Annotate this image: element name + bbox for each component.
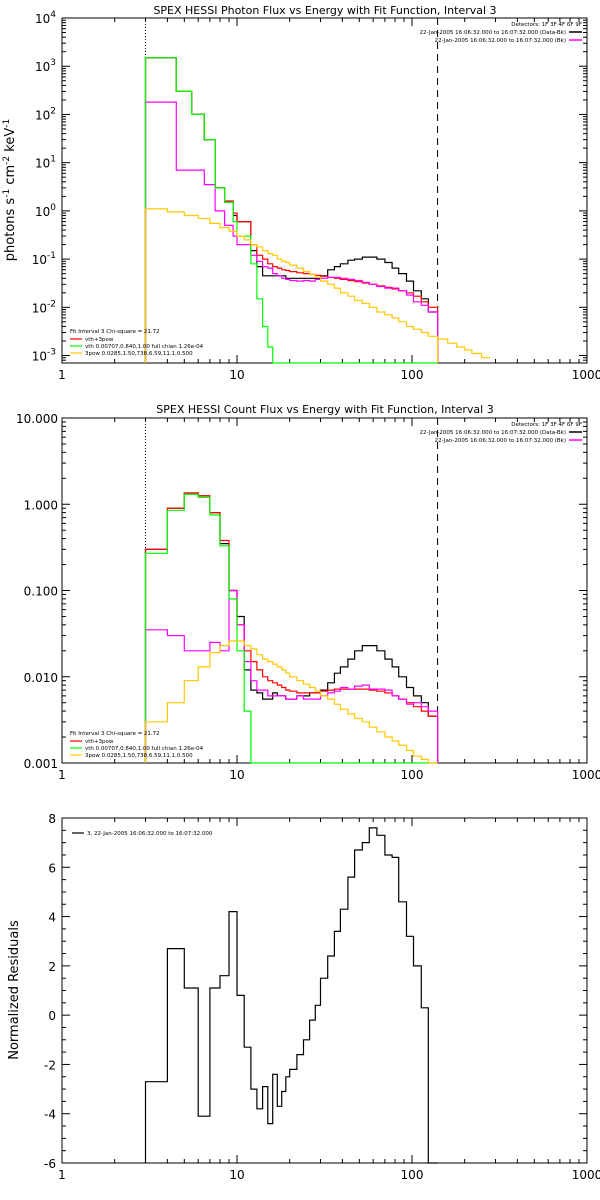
residuals-series-black [144,827,438,1164]
photon-axis-ticks: 1 10 100 1000 10-3 10-2 10-1 100 101 102 103 104 [32,10,600,382]
photon-x-tick-label: 1 [58,368,66,382]
count-series-magenta [144,589,439,763]
count-header: Detectors: 1F 3F 4F 6F 9F 22-Jan-2005 16… [420,422,582,444]
residuals-y-tick-label: -2 [44,1058,56,1072]
residuals-series [144,827,438,1164]
photon-detectors-text: Detectors: 1F 3F 4F 6F 9F [511,22,582,28]
count-legend-label-1: vth+3pow [85,739,114,745]
residuals-y-axis-label: Normalized Residuals [7,920,22,1060]
photon-flux-panel: SPEX HESSI Photon Flux vs Energy with Fi… [2,4,600,382]
residuals-y-tick-label: 0 [48,1009,56,1023]
photon-header-bk: 22-Jan-2005 16:06:32.000 to 16:07:32.000… [435,38,566,44]
photon-header-data-bk: 22-Jan-2005 16:06:32.000 to 16:07:32.000… [420,30,566,36]
residuals-x-tick-label: 1 [58,1168,66,1182]
count-y-tick-label: 10.000 [16,412,58,426]
residuals-x-tick-label: 10 [229,1168,244,1182]
photon-y-tick-label: 10-1 [32,251,56,267]
count-series-green [144,493,438,764]
count-series-black [144,492,439,763]
residuals-y-tick-label: -4 [44,1108,56,1122]
count-plot-frame [61,417,588,764]
photon-y-tick-label: 104 [35,10,56,26]
residuals-x-tick-label: 1000 [572,1168,600,1182]
count-legend-label-2: vth 0.00707,0.840,1.00 full chian 1.26e-… [85,746,204,752]
count-panel-title: SPEX HESSI Count Flux vs Energy with Fit… [156,403,493,416]
residuals-y-tick-label: 4 [48,911,56,925]
count-x-tick-label: 1 [58,768,66,782]
photon-y-tick-label: 10-3 [32,348,56,364]
count-series [144,492,439,764]
count-legend-label-3: 3pow 0.0285,1.50,738,6.59,11.1,0.500 [85,753,193,759]
count-marker-lines [144,418,439,763]
photon-y-tick-label: 102 [35,106,56,122]
residuals-y-tick-label: -6 [44,1157,56,1171]
residuals-axis-ticks: 1 10 100 1000 -6 -4 -2 0 2 4 6 8 [44,812,600,1182]
photon-x-tick-label: 1000 [572,368,600,382]
photon-y-tick-label: 101 [35,155,56,171]
photon-plot-frame [61,17,588,364]
count-legend: Fit Interval 3 Chi-square = 21.72 vth+3p… [70,731,204,759]
residuals-plot-frame [61,817,588,1164]
count-legend-title: Fit Interval 3 Chi-square = 21.72 [70,731,160,737]
photon-legend-label-1: vth+3pow [85,337,114,343]
photon-series-green [144,57,438,364]
photon-series-magenta [144,101,439,363]
count-x-tick-label: 100 [401,768,424,782]
photon-x-tick-label: 100 [401,368,424,382]
photon-series-yellow [144,208,439,363]
residuals-y-tick-label: 6 [48,861,56,875]
photon-series-black [144,57,439,363]
count-series-yellow [144,640,438,764]
residuals-legend-label: 3, 22-Jan-2005 16:06:32.000 to 16:07:32.… [87,831,213,837]
residuals-legend: 3, 22-Jan-2005 16:06:32.000 to 16:07:32.… [72,831,213,837]
photon-legend: Fit Interval 3 Chi-square = 21.72 vth+3p… [70,329,204,357]
photon-series [144,57,491,364]
count-y-tick-label: 1.000 [24,498,58,512]
residuals-x-tick-label: 100 [401,1168,424,1182]
count-flux-panel: SPEX HESSI Count Flux vs Energy with Fit… [16,403,600,782]
photon-y-tick-label: 103 [35,58,56,74]
count-detectors-text: Detectors: 1F 3F 4F 6F 9F [511,422,582,428]
residuals-y-tick-label: 2 [48,960,56,974]
residuals-y-tick-label: 8 [48,812,56,826]
photon-panel-title: SPEX HESSI Photon Flux vs Energy with Fi… [153,4,496,17]
count-y-tick-label: 0.010 [24,671,58,685]
count-x-tick-label: 1000 [572,768,600,782]
count-axis-ticks: 1 10 100 1000 0.001 0.010 0.100 1.000 10.000 [16,412,600,782]
residuals-panel: Normalized Residuals 1 10 100 1000 -6 -4 -2 0 2 4… [7,812,600,1182]
photon-series-yellow-tail [437,338,491,359]
photon-marker-lines [144,18,439,363]
count-x-tick-label: 10 [229,768,244,782]
photon-y-tick-label: 10-2 [32,299,56,315]
count-y-tick-label: 0.100 [24,585,58,599]
photon-y-axis-label: photons s-1 cm-2 keV-1 [2,119,18,261]
count-header-data-bk: 22-Jan-2005 16:06:32.000 to 16:07:32.000… [420,430,566,436]
photon-legend-label-3: 3pow 0.0285,1.50,738,6.59,11.1,0.500 [85,351,193,357]
count-series-red [144,492,439,763]
photon-series-red [144,57,439,363]
photon-legend-label-2: vth 0.00707,0.840,1.00 full chian 1.26e-… [85,344,204,350]
photon-y-tick-label: 100 [35,203,56,219]
photon-legend-title: Fit Interval 3 Chi-square = 21.72 [70,329,160,335]
photon-x-tick-label: 10 [229,368,244,382]
count-header-bk: 22-Jan-2005 16:06:32.000 to 16:07:32.000… [435,438,566,444]
count-y-tick-label: 0.001 [24,757,58,771]
photon-header: Detectors: 1F 3F 4F 6F 9F 22-Jan-2005 16… [420,22,582,44]
